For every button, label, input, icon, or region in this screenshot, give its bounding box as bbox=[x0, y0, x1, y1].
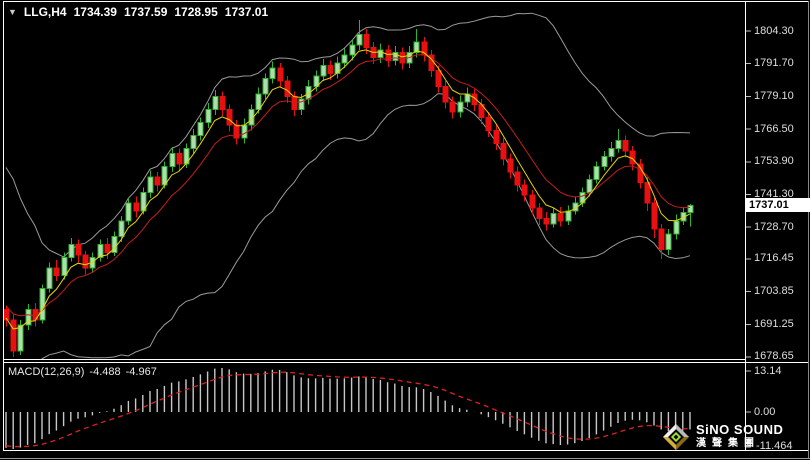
symbol-label: LLG,H4 bbox=[23, 5, 67, 19]
ohlc-close: 1737.01 bbox=[224, 5, 269, 19]
ohlc-low: 1728.95 bbox=[174, 5, 218, 19]
macd-value-main: -4.488 bbox=[89, 366, 121, 378]
brand-name-cjk: 漢聲集團 bbox=[696, 438, 760, 449]
macd-axis-min: -11.464 bbox=[756, 440, 793, 452]
macd-value-signal: -4.967 bbox=[125, 366, 157, 378]
ohlc-open: 1734.39 bbox=[73, 5, 117, 19]
macd-axis-max: 13.14 bbox=[754, 365, 782, 377]
price-axis-label: 1791.70 bbox=[754, 57, 794, 70]
current-price-tag: 1737.01 bbox=[746, 198, 810, 212]
price-axis-label: 1766.50 bbox=[754, 122, 794, 135]
chart-title: ▼ LLG,H4 1734.39 1737.59 1728.95 1737.01 bbox=[8, 5, 268, 19]
ohlc-high: 1737.59 bbox=[123, 5, 168, 19]
brand-name: SiNO SOUND bbox=[696, 422, 784, 437]
macd-name: MACD(12,26,9) bbox=[8, 366, 85, 378]
price-axis-label: 1691.25 bbox=[754, 317, 794, 330]
price-axis-label: 1678.65 bbox=[754, 350, 794, 363]
price-axis-label: 1703.85 bbox=[754, 285, 794, 298]
sino-sound-logo-icon bbox=[662, 423, 690, 451]
price-axis-label: 1779.10 bbox=[754, 89, 794, 102]
price-axis-label: 1753.90 bbox=[754, 155, 794, 168]
price-axis-label: 1804.30 bbox=[754, 24, 794, 37]
price-axis-label: 1741.30 bbox=[754, 187, 794, 200]
price-axis-label: 1716.45 bbox=[754, 252, 794, 265]
price-axis-label: 1728.70 bbox=[754, 220, 794, 233]
macd-indicator-label: MACD(12,26,9) -4.488 -4.967 bbox=[8, 366, 157, 378]
macd-axis-zero: 0.00 bbox=[754, 406, 776, 418]
brand-logo: SiNO SOUND 漢聲集團 bbox=[662, 423, 783, 451]
symbol-dropdown-icon[interactable]: ▼ bbox=[8, 7, 17, 17]
